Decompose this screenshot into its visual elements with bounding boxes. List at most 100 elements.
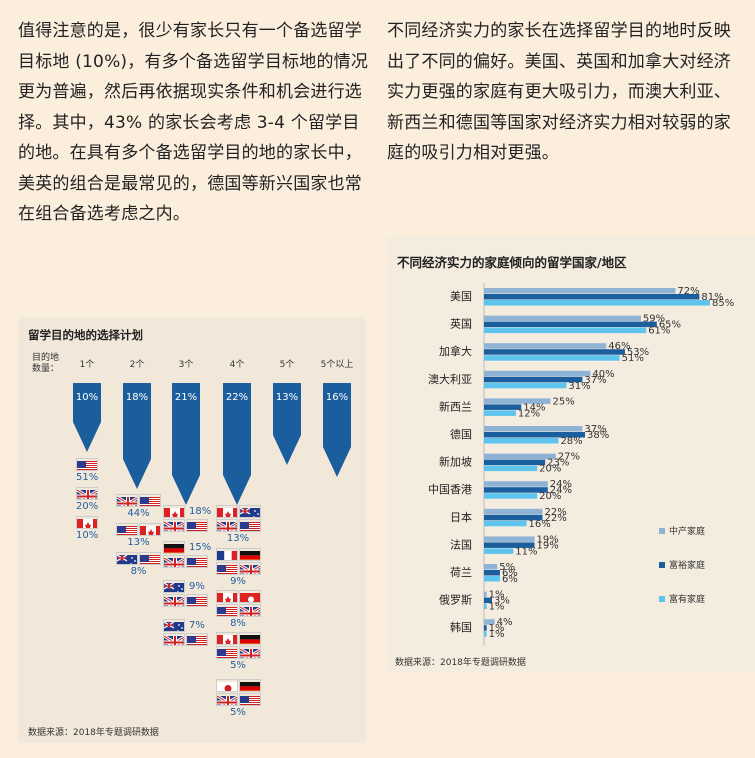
bar-value-label: 59% <box>643 314 665 325</box>
column-pct-3: 21% <box>175 392 197 403</box>
ca-flag-icon <box>215 632 238 645</box>
arrow-column-2 <box>123 383 151 489</box>
category-label: 日本 <box>450 510 472 524</box>
bar-value-label: 19% <box>537 534 559 545</box>
bar-富裕家庭-加拿大 <box>484 349 625 355</box>
column-label-2: 2个 <box>129 360 145 370</box>
bar-中产家庭-澳大利亚 <box>484 370 591 377</box>
bar-中产家庭-加拿大 <box>484 343 607 349</box>
bar-value-label: 25% <box>552 396 574 407</box>
de-flag-icon <box>238 679 261 692</box>
bar-富裕家庭-英国 <box>484 321 657 328</box>
row-label: 目的地 数量： <box>32 353 59 375</box>
bar-中产家庭-日本 <box>484 508 543 515</box>
combo-pct: 5% <box>230 707 246 718</box>
bar-富裕家庭-俄罗斯 <box>484 597 492 604</box>
us-flag-icon <box>186 555 208 568</box>
arrow-column-6 <box>323 383 351 477</box>
bar-中产家庭-新加坡 <box>484 453 556 460</box>
arrow-columns: 10% 18% 21% 22% 13% 16% <box>73 383 351 505</box>
combo-pct: 44% <box>127 508 150 519</box>
bar-富裕家庭-美国 <box>484 294 700 300</box>
bar-value-label: 6% <box>502 574 518 585</box>
bar-value-label: 22% <box>544 513 566 524</box>
combo-pct: 8% <box>130 566 147 577</box>
bar-富有家庭-澳大利亚 <box>484 382 567 389</box>
uk-flag-icon <box>163 594 185 607</box>
column-label-3: 3个 <box>178 360 194 370</box>
left-source: 数据来源：2018年专题调研数据 <box>28 728 159 738</box>
bar-富裕家庭-新西兰 <box>484 404 522 410</box>
bar-富有家庭-荷兰 <box>484 576 500 582</box>
au-flag-icon <box>116 552 138 565</box>
bar-value-label: 37% <box>584 424 606 435</box>
bar-富有家庭-中国香港 <box>484 493 538 499</box>
de-flag-icon <box>238 548 261 561</box>
ca-flag-icon <box>215 505 238 518</box>
bar-value-label: 1% <box>489 590 505 601</box>
us-flag-icon <box>238 519 261 532</box>
bar-value-label: 24% <box>550 485 572 496</box>
bar-value-label: 12% <box>518 408 540 419</box>
preference-bar-chart: 美国 72%81%85% 英国 59%65%61% 加拿大 46%53%51% 澳大利亚 40… <box>428 283 734 646</box>
us-flag-icon <box>238 693 261 706</box>
combo-1-item-1: 51% <box>76 458 98 483</box>
uk-flag-icon <box>116 494 138 507</box>
combo-2-item-2: 13% <box>116 523 161 548</box>
bar-富裕家庭-韩国 <box>484 625 487 631</box>
combo-pct: 51% <box>76 472 99 483</box>
bar-中产家庭-中国香港 <box>484 481 548 487</box>
bar-富裕家庭-法国 <box>484 542 535 548</box>
bar-中产家庭-美国 <box>484 288 676 294</box>
column-label-5: 5个 <box>279 360 295 370</box>
column-pct-5: 13% <box>276 392 298 403</box>
ca-flag-icon <box>76 516 99 529</box>
combo-1-item-3: 10% <box>76 516 98 541</box>
category-label: 新加坡 <box>439 455 472 469</box>
us-flag-icon <box>215 646 238 659</box>
row-label-line2: 数量： <box>32 364 60 374</box>
au-flag-icon <box>238 505 261 518</box>
bar-富有家庭-德国 <box>484 438 559 444</box>
au-flag-icon <box>163 580 185 593</box>
bar-value-label: 23% <box>547 458 569 469</box>
category-label: 澳大利亚 <box>428 372 472 386</box>
us-flag-icon <box>186 594 208 607</box>
bar-中产家庭-法国 <box>484 536 535 542</box>
us-flag-icon <box>139 494 161 507</box>
destination-plan-title: 留学目的地的选择计划 <box>28 328 143 342</box>
combo-pct: 18% <box>189 506 212 517</box>
combo-pct: 7% <box>189 620 205 631</box>
uk-flag-icon <box>238 604 261 617</box>
bar-value-label: 14% <box>523 402 545 413</box>
ca-flag-icon <box>163 505 185 518</box>
bar-value-label: 20% <box>539 491 561 502</box>
bar-value-label: 61% <box>648 326 670 337</box>
us-flag-icon <box>139 552 161 565</box>
bar-value-label: 37% <box>584 375 606 386</box>
bar-富裕家庭-德国 <box>484 432 586 438</box>
combo-3-item-4: 7% <box>163 619 208 646</box>
bar-value-label: 85% <box>712 298 734 309</box>
bar-中产家庭-新西兰 <box>484 398 551 404</box>
combo-3-item-1: 18% <box>163 505 211 532</box>
bar-value-label: 51% <box>622 353 644 364</box>
column-pct-2: 18% <box>126 392 148 403</box>
arrow-column-5 <box>273 383 301 465</box>
column-label-4: 4个 <box>229 360 245 370</box>
uk-flag-icon <box>215 693 238 706</box>
bar-value-label: 81% <box>701 292 723 303</box>
right-source: 数据来源：2018年专题调研数据 <box>395 658 526 668</box>
combo-4-item-1: 13% <box>215 505 261 544</box>
category-label: 加拿大 <box>439 344 472 358</box>
uk-flag-icon <box>163 519 185 532</box>
bar-value-label: 20% <box>539 464 561 475</box>
bar-value-label: 46% <box>608 341 630 352</box>
bar-value-label: 40% <box>592 369 614 380</box>
column-label-1: 1个 <box>79 360 95 370</box>
legend-swatch <box>659 596 665 602</box>
bar-value-label: 11% <box>515 546 537 557</box>
bar-value-label: 24% <box>550 479 572 490</box>
right-paragraph: 不同经济实力的家长在选择留学目的地时反映出了不同的偏好。美国、英国和加拿大对经济… <box>387 21 731 163</box>
column-label-6: 5个以上 <box>320 360 354 370</box>
